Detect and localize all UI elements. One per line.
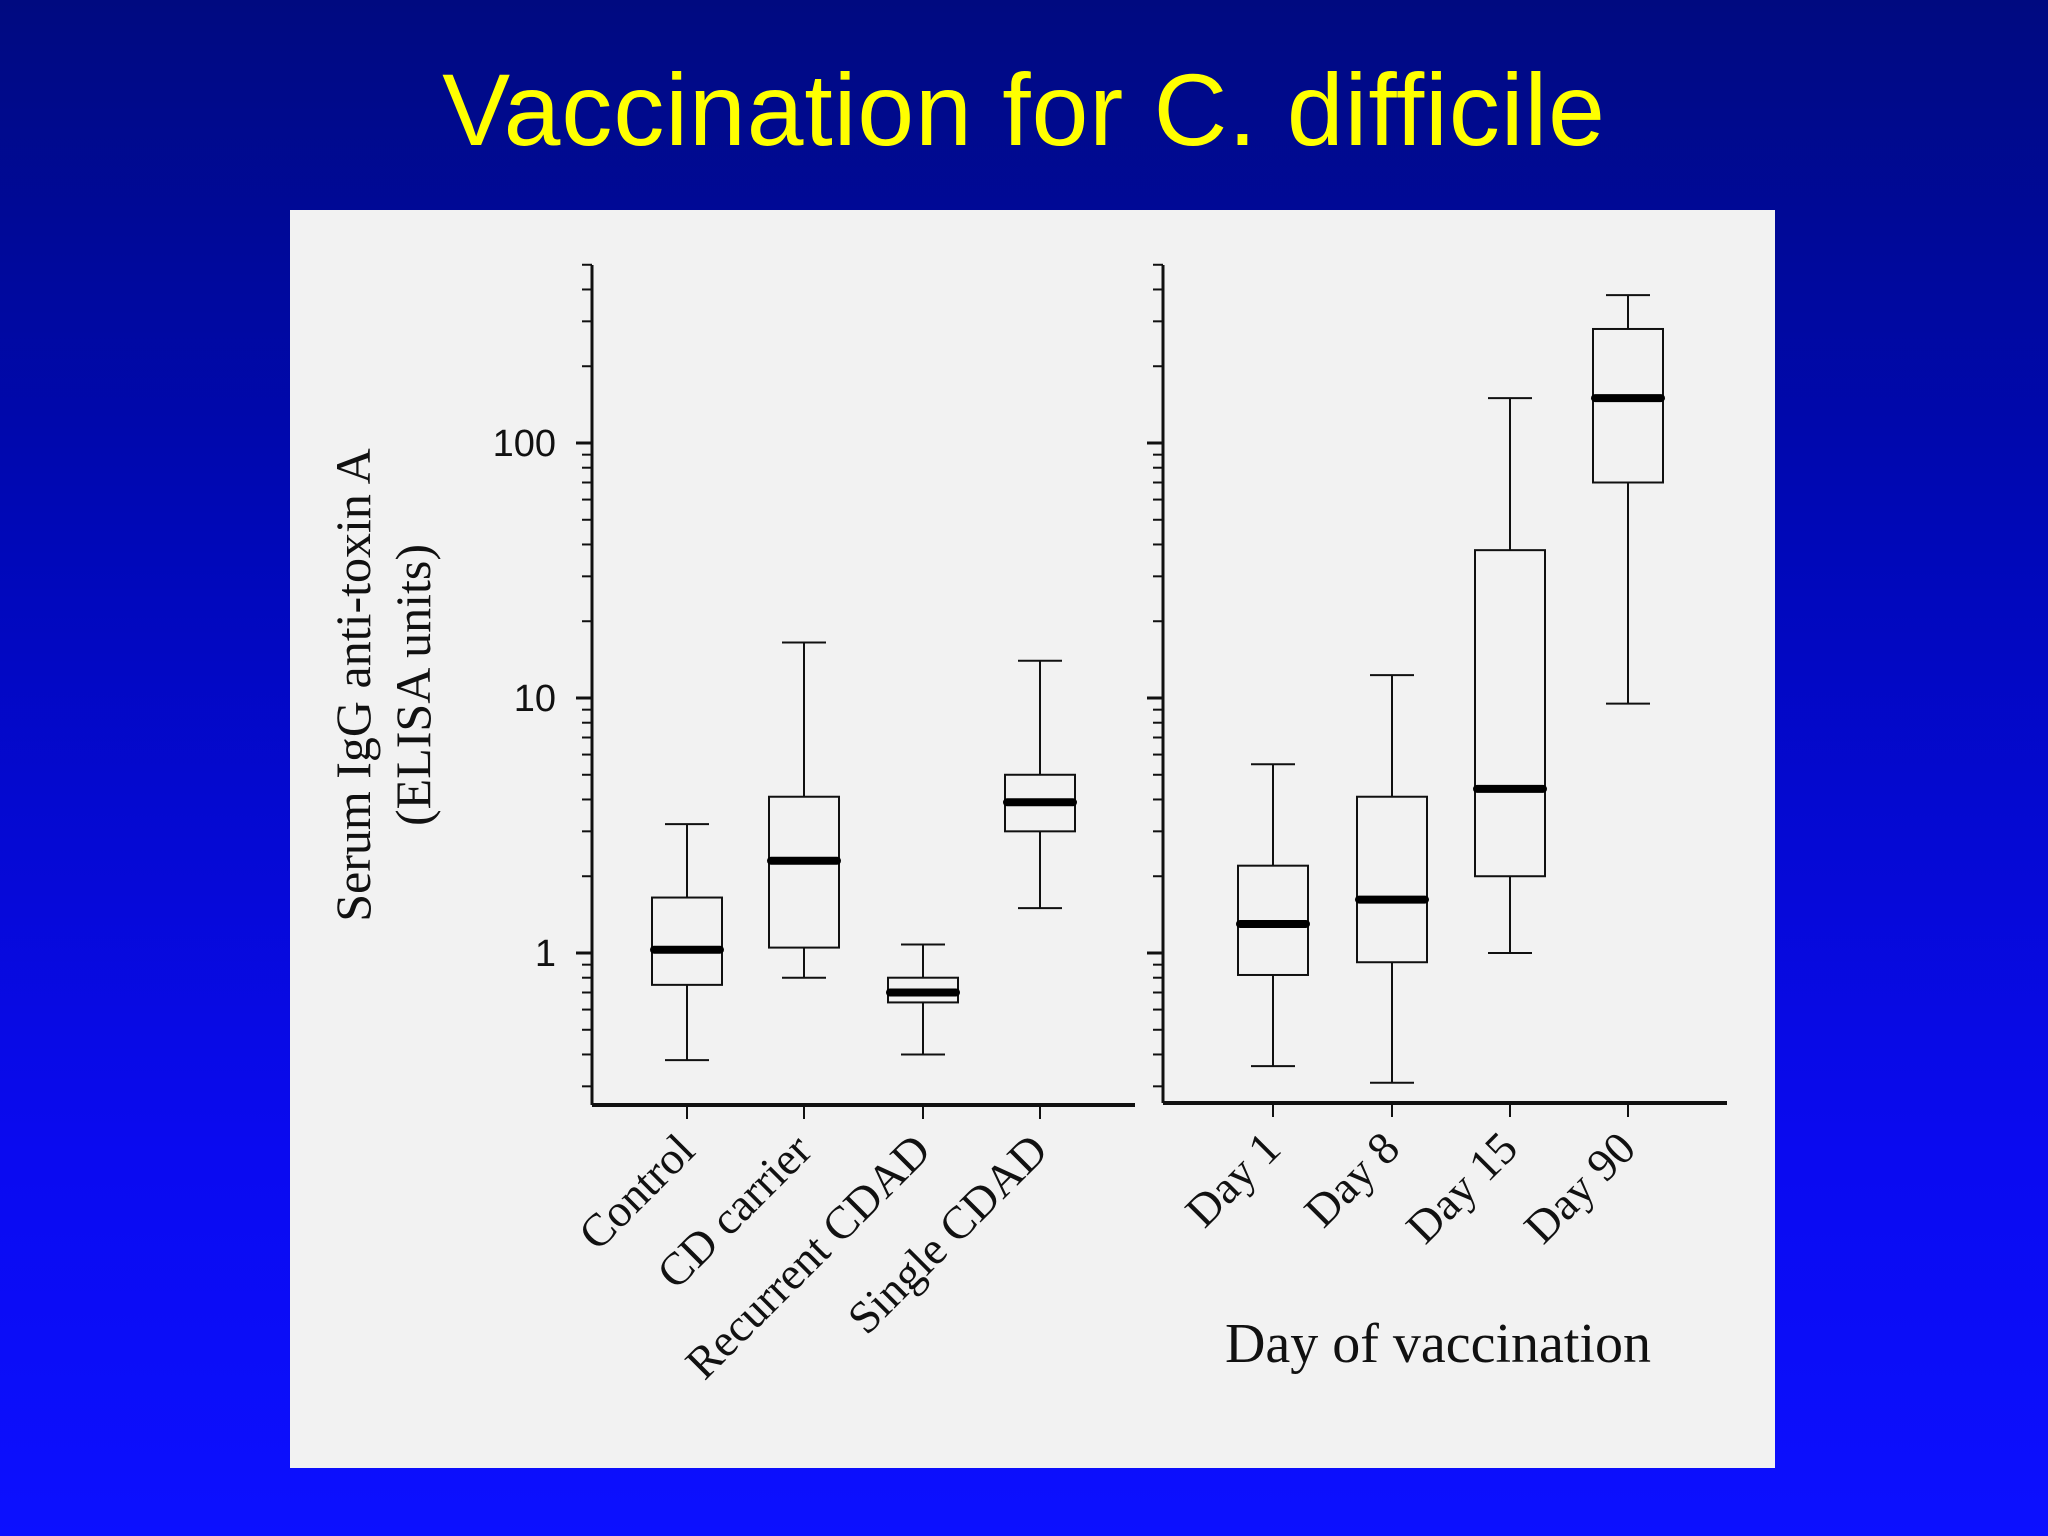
- left-boxplot-chart: 1 10 100 Serum IgG anti-toxin A (ELISA units…: [325, 263, 1135, 1389]
- box-iqr: [651, 896, 723, 986]
- slide-title: Vaccination for C. difficile: [442, 53, 1606, 167]
- box-iqr: [1474, 549, 1546, 878]
- box-iqr: [768, 795, 840, 949]
- box-iqr: [1356, 795, 1428, 964]
- y-axis-label-line2: (ELISA units): [385, 544, 441, 826]
- boxplot-figure: 1 10 100 Serum IgG anti-toxin A (ELISA units…: [325, 263, 1727, 1389]
- x-category-label: Day 8: [1294, 1122, 1409, 1237]
- x-category-label: Day 1: [1175, 1122, 1290, 1237]
- y-tick-label: 1: [535, 933, 556, 975]
- y-axis-label-line1: Serum IgG anti-toxin A: [325, 448, 381, 922]
- x-category-label: Day 90: [1514, 1122, 1645, 1253]
- box-iqr: [1237, 864, 1309, 976]
- y-tick-label: 10: [514, 678, 556, 720]
- figure-panel: 1 10 100 Serum IgG anti-toxin A (ELISA units…: [290, 210, 1775, 1468]
- y-tick-label: 100: [493, 423, 556, 465]
- x-category-label: Day 15: [1396, 1122, 1527, 1253]
- x-axis-label: Day of vaccination: [1225, 1313, 1651, 1375]
- box-iqr: [1592, 327, 1664, 484]
